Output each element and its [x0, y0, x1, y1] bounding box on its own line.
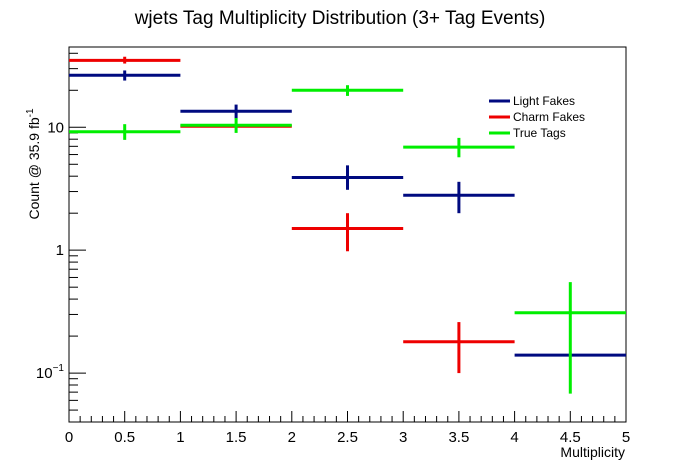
x-axis-label: Multiplicity — [560, 444, 625, 460]
x-tick-label: 5 — [622, 429, 630, 446]
x-axis: 0 0.5 1 1.5 2 2.5 3 3.5 4 4.5 5 — [65, 411, 630, 446]
series-layer — [69, 56, 626, 394]
legend-label: True Tags — [513, 126, 566, 140]
legend: Light Fakes Charm Fakes True Tags — [483, 92, 595, 142]
chart-title: wjets Tag Multiplicity Distribution (3+ … — [134, 8, 546, 29]
y-tick-label-exponent: −1 — [53, 363, 65, 374]
y-tick-label: 10 — [47, 119, 64, 136]
series-charm-fakes — [69, 56, 515, 374]
y-tick-label-base: 10 — [36, 365, 53, 382]
x-tick-label: 1.5 — [226, 429, 247, 446]
y-tick-label: 10−1 — [36, 363, 65, 382]
legend-label: Light Fakes — [513, 94, 575, 108]
x-tick-label: 4.5 — [560, 429, 581, 446]
legend-label: Charm Fakes — [513, 110, 585, 124]
x-tick-label: 0 — [65, 429, 73, 446]
y-tick-label: 1 — [56, 242, 64, 259]
x-tick-label: 3.5 — [448, 429, 469, 446]
x-tick-label: 4 — [510, 429, 518, 446]
y-tick-label-base: 10 — [47, 119, 64, 136]
series-true-tags — [69, 85, 626, 394]
x-tick-label: 3 — [399, 429, 407, 446]
x-tick-label: 2 — [288, 429, 296, 446]
x-tick-label: 2.5 — [337, 429, 358, 446]
x-tick-label: 0.5 — [114, 429, 135, 446]
x-tick-label: 1 — [176, 429, 184, 446]
y-tick-label-base: 1 — [56, 242, 64, 259]
y-axis-label: Count @ 35.9 fb-1 — [25, 108, 42, 220]
